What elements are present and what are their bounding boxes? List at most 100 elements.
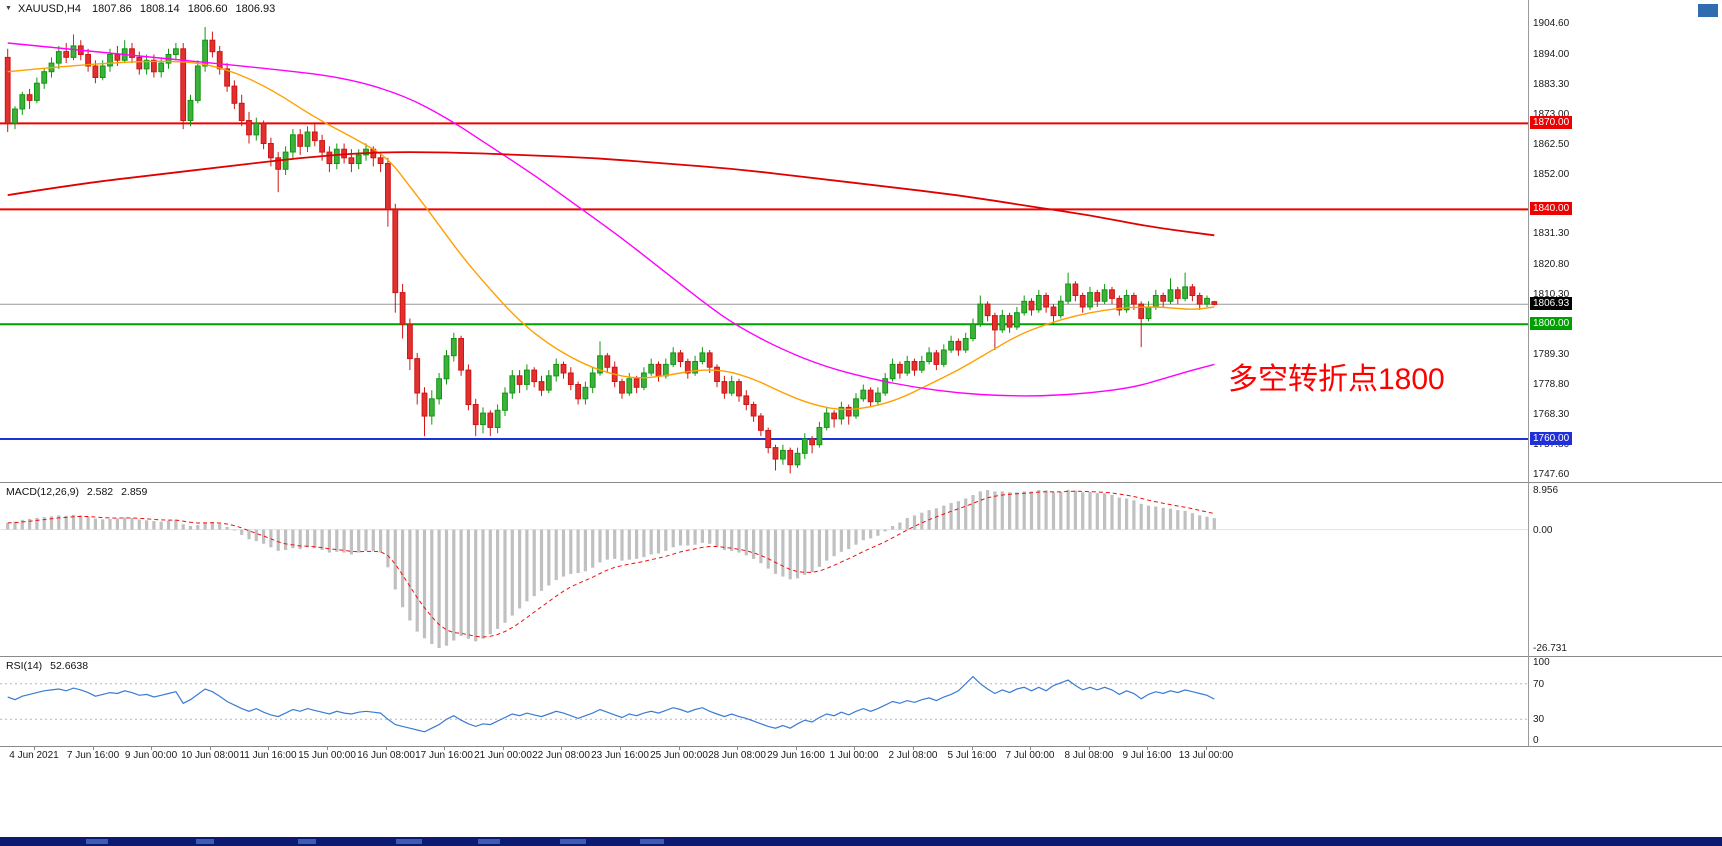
- time-axis-label: 2 Jul 08:00: [888, 750, 938, 761]
- taskbar-segment: [86, 839, 108, 844]
- price-axis-label: 1883.30: [1533, 79, 1570, 90]
- time-axis-tick: [679, 747, 680, 750]
- ohlc-low: 1806.60: [187, 3, 228, 15]
- macd-value-main: 2.582: [86, 486, 114, 498]
- time-axis-tick: [34, 747, 35, 750]
- ohlc-close: 1806.93: [235, 3, 276, 15]
- symbol-period-label: XAUUSD,H4: [18, 3, 81, 15]
- time-axis-tick: [210, 747, 211, 750]
- top-right-marker: [1698, 4, 1718, 17]
- rsi-axis-label: 30: [1533, 714, 1545, 725]
- time-axis-label: 7 Jul 00:00: [1005, 750, 1055, 761]
- time-axis-tick: [1030, 747, 1031, 750]
- time-axis-label: 21 Jun 00:00: [474, 750, 532, 761]
- price-chart-canvas[interactable]: [0, 0, 1722, 482]
- taskbar-segment: [298, 839, 316, 844]
- rsi-axis-label: 70: [1533, 679, 1545, 690]
- time-axis-label: 16 Jun 08:00: [357, 750, 415, 761]
- price-axis-label: 1778.80: [1533, 379, 1570, 390]
- rsi-axis-label: 100: [1533, 657, 1550, 668]
- price-axis-label: 1852.00: [1533, 169, 1570, 180]
- time-axis-tick: [620, 747, 621, 750]
- time-axis-tick: [854, 747, 855, 750]
- time-axis-label: 1 Jul 00:00: [829, 750, 879, 761]
- time-axis-tick: [1089, 747, 1090, 750]
- macd-axis-label: 8.956: [1533, 485, 1559, 496]
- time-axis-label: 11 Jun 16:00: [239, 750, 297, 761]
- time-axis-tick: [1206, 747, 1207, 750]
- time-axis-tick: [503, 747, 504, 750]
- time-axis-label: 4 Jun 2021: [9, 750, 59, 761]
- rsi-label: RSI(14) 52.6638: [6, 660, 93, 672]
- time-axis-tick: [1147, 747, 1148, 750]
- taskbar-segment: [196, 839, 214, 844]
- price-axis-label: 1862.50: [1533, 139, 1570, 150]
- time-axis-label: 28 Jun 08:00: [708, 750, 766, 761]
- time-axis-label: 22 Jun 08:00: [532, 750, 590, 761]
- price-line-badge: 1840.00: [1530, 202, 1573, 215]
- time-axis-tick: [796, 747, 797, 750]
- price-axis-label: 1894.00: [1533, 49, 1570, 60]
- rsi-axis-label: 0: [1533, 735, 1539, 746]
- macd-axis-label: -26.731: [1533, 643, 1567, 654]
- price-axis-label: 1810.30: [1533, 289, 1570, 300]
- time-axis-label: 9 Jul 16:00: [1122, 750, 1172, 761]
- time-axis-label: 15 Jun 00:00: [298, 750, 356, 761]
- price-line-badge: 1800.00: [1530, 317, 1573, 330]
- symbol-dropdown-icon[interactable]: ▼: [5, 5, 12, 12]
- time-axis-label: 5 Jul 16:00: [947, 750, 997, 761]
- time-axis[interactable]: 4 Jun 2021 7 Jun 16:00 9 Jun 00:00 10 Jun 0…: [0, 746, 1722, 765]
- price-line-badge: 1760.00: [1530, 432, 1573, 445]
- taskbar-segment: [640, 839, 664, 844]
- time-axis-tick: [913, 747, 914, 750]
- ohlc-high: 1808.14: [139, 3, 180, 15]
- macd-name: MACD(12,26,9): [6, 486, 79, 498]
- time-axis-tick: [268, 747, 269, 750]
- time-axis-label: 29 Jun 16:00: [767, 750, 825, 761]
- price-axis-label: 1831.30: [1533, 228, 1570, 239]
- price-axis-label: 1789.30: [1533, 349, 1570, 360]
- time-axis-tick: [151, 747, 152, 750]
- macd-label: MACD(12,26,9) 2.582 2.859: [6, 486, 152, 498]
- current-price-badge: 1806.93: [1530, 297, 1573, 310]
- price-axis-label: 1820.80: [1533, 259, 1570, 270]
- rsi-name: RSI(14): [6, 660, 43, 672]
- price-line-badge: 1870.00: [1530, 116, 1573, 129]
- rsi-canvas[interactable]: [0, 657, 1722, 746]
- chart-title: ▼ XAUUSD,H4 1807.86 1808.14 1806.60 1806…: [5, 3, 280, 15]
- taskbar-segment: [560, 839, 586, 844]
- time-axis-label: 23 Jun 16:00: [591, 750, 649, 761]
- time-axis-tick: [561, 747, 562, 750]
- time-axis-label: 17 Jun 16:00: [415, 750, 473, 761]
- time-axis-tick: [444, 747, 445, 750]
- taskbar-segment: [396, 839, 422, 844]
- price-axis-label: 1768.30: [1533, 409, 1570, 420]
- time-axis-tick: [972, 747, 973, 750]
- rsi-indicator-panel: RSI(14) 52.6638 100 70 30 0: [0, 656, 1722, 747]
- macd-canvas[interactable]: [0, 483, 1722, 656]
- price-axis-label: 1747.60: [1533, 469, 1570, 480]
- time-axis-label: 9 Jun 00:00: [124, 750, 178, 761]
- macd-value-signal: 2.859: [121, 486, 148, 498]
- price-axis-label: 1904.60: [1533, 18, 1570, 29]
- time-axis-label: 25 Jun 00:00: [650, 750, 708, 761]
- rsi-value: 52.6638: [50, 660, 89, 672]
- time-axis-tick: [386, 747, 387, 750]
- axis-separator: [1528, 0, 1529, 747]
- macd-indicator-panel: MACD(12,26,9) 2.582 2.859 8.956 0.00 -26.7…: [0, 482, 1722, 657]
- macd-axis-label: 0.00: [1533, 525, 1553, 536]
- time-axis-tick: [737, 747, 738, 750]
- price-chart-panel: ▼ XAUUSD,H4 1807.86 1808.14 1806.60 1806…: [0, 0, 1722, 482]
- time-axis-tick: [327, 747, 328, 750]
- time-axis-label: 10 Jun 08:00: [181, 750, 239, 761]
- annotation-text: 多空转折点1800: [1228, 363, 1445, 396]
- ohlc-open: 1807.86: [92, 3, 132, 15]
- price-axis-label: 1873.00: [1533, 109, 1570, 120]
- time-axis-label: 8 Jul 08:00: [1064, 750, 1114, 761]
- time-axis-label: 13 Jul 00:00: [1178, 750, 1234, 761]
- time-axis-label: 7 Jun 16:00: [66, 750, 120, 761]
- bottom-taskbar: [0, 837, 1722, 846]
- time-axis-tick: [93, 747, 94, 750]
- taskbar-segment: [478, 839, 500, 844]
